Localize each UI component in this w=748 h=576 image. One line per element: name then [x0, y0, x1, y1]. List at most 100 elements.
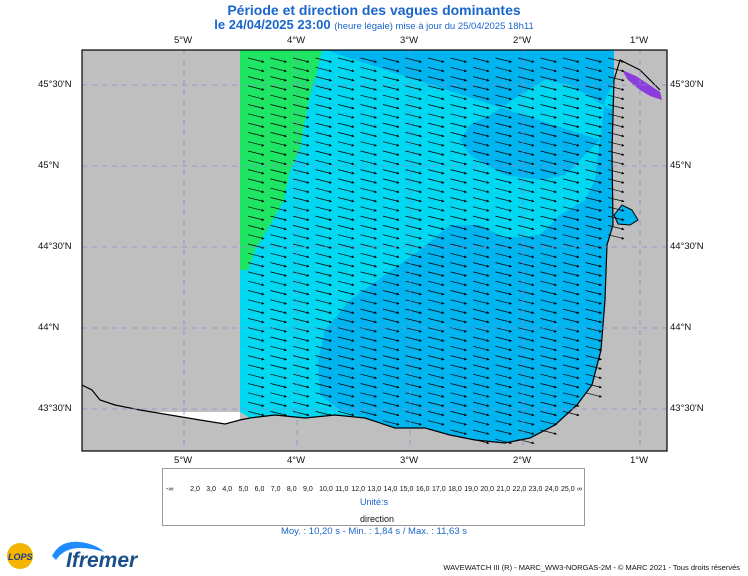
- wave-direction-arrow: [562, 159, 580, 166]
- map-title: Période et direction des vagues dominant…: [227, 2, 521, 18]
- wave-direction-arrow: [517, 252, 535, 259]
- wave-direction-arrow: [450, 178, 467, 184]
- wave-direction-arrow: [247, 66, 265, 73]
- wave-direction-arrow: [247, 280, 265, 286]
- wave-direction-arrow: [607, 122, 625, 128]
- wave-direction-arrow: [360, 364, 377, 370]
- wave-direction-arrow: [540, 318, 557, 324]
- wave-direction-arrow: [405, 225, 422, 231]
- wave-direction-arrow: [607, 85, 625, 91]
- wave-direction-arrow: [292, 66, 310, 73]
- wave-direction-arrow: [450, 290, 467, 296]
- wave-direction-arrow: [382, 318, 400, 324]
- wave-direction-arrow: [450, 336, 467, 342]
- wave-direction-arrow: [517, 280, 535, 286]
- wave-direction-arrow: [427, 94, 445, 100]
- colorbar-value: 10,0: [319, 486, 333, 493]
- wave-direction-arrow: [382, 132, 400, 138]
- wave-direction-arrow: [405, 411, 422, 417]
- wave-direction-arrow: [292, 364, 310, 370]
- wave-direction-arrow: [270, 159, 287, 166]
- colorbar-value: 17,0: [432, 486, 446, 493]
- wave-direction-arrow: [270, 113, 287, 119]
- wave-direction-arrow: [450, 318, 467, 324]
- wave-direction-arrow: [540, 122, 557, 128]
- wave-direction-arrow: [495, 178, 512, 184]
- wave-direction-arrow: [247, 197, 265, 203]
- wave-direction-arrow: [382, 252, 400, 259]
- wave-direction-arrow: [585, 308, 602, 314]
- wave-direction-arrow: [540, 355, 557, 361]
- wave-direction-arrow: [585, 66, 602, 73]
- wave-direction-arrow: [495, 187, 512, 193]
- wave-direction-arrow: [405, 215, 422, 221]
- colorbar-value: 23,0: [528, 486, 543, 493]
- wave-direction-arrow: [495, 94, 512, 100]
- colorbar-value: 4,0: [222, 486, 233, 493]
- wave-direction-arrow: [360, 132, 377, 138]
- wave-direction-arrow: [427, 197, 445, 203]
- wave-direction-arrow: [517, 113, 535, 119]
- wave-direction-arrow: [292, 308, 310, 314]
- wave-direction-arrow: [270, 141, 287, 147]
- wave-direction-arrow: [585, 345, 602, 352]
- wave-direction-arrow: [292, 187, 310, 193]
- wave-direction-arrow: [382, 392, 400, 398]
- wave-direction-arrow: [315, 243, 332, 249]
- wave-direction-arrow: [607, 187, 625, 193]
- legend-panel: [162, 468, 585, 526]
- wave-direction-arrow: [495, 197, 512, 203]
- wave-direction-arrow: [562, 104, 580, 110]
- wave-direction-arrow: [405, 104, 422, 110]
- wave-direction-arrow: [405, 299, 422, 305]
- wave-direction-arrow: [270, 178, 287, 184]
- wave-direction-arrow: [292, 150, 310, 156]
- wave-direction-arrow: [382, 104, 400, 110]
- lat-label-left: 44°30'N: [38, 241, 72, 252]
- wave-direction-arrow: [472, 299, 490, 305]
- wave-direction-arrow: [360, 141, 377, 147]
- wave-direction-arrow: [292, 318, 310, 324]
- wave-direction-arrow: [540, 187, 557, 193]
- wave-direction-arrow: [337, 252, 355, 259]
- wave-direction-arrow: [270, 76, 287, 82]
- wave-direction-arrow: [315, 336, 332, 342]
- wave-direction-arrow: [427, 113, 445, 119]
- wave-direction-arrow: [495, 383, 512, 389]
- wave-direction-arrow: [562, 411, 580, 417]
- lat-label-right: 45°30'N: [670, 79, 704, 90]
- wave-direction-arrow: [247, 225, 265, 231]
- wave-direction-arrow: [405, 66, 422, 73]
- wave-direction-arrow: [382, 234, 400, 240]
- wave-direction-arrow: [607, 206, 625, 212]
- wave-direction-arrow: [247, 243, 265, 249]
- wave-direction-arrow: [360, 336, 377, 342]
- wave-direction-arrow: [450, 411, 467, 417]
- wave-direction-arrow: [315, 290, 332, 296]
- wave-direction-arrow: [540, 345, 557, 352]
- wave-direction-arrow: [337, 122, 355, 128]
- wave-direction-arrow: [517, 271, 535, 277]
- wave-direction-arrow: [517, 94, 535, 100]
- wave-direction-arrow: [337, 234, 355, 240]
- wave-direction-arrow: [562, 122, 580, 128]
- wave-direction-arrow: [472, 364, 490, 370]
- colorbar-value: 15,0: [399, 486, 414, 493]
- wave-direction-arrow: [607, 234, 625, 240]
- lon-label-bottom: 2°W: [513, 455, 532, 466]
- wave-direction-arrow: [517, 345, 535, 352]
- update-note: (heure légale) mise à jour du 25/04/2025…: [334, 21, 534, 32]
- wave-direction-arrow: [247, 355, 265, 361]
- wave-direction-arrow: [450, 57, 467, 63]
- wave-direction-arrow: [405, 252, 422, 259]
- wave-direction-arrow: [405, 94, 422, 100]
- wave-direction-arrow: [450, 122, 467, 128]
- wave-direction-arrow: [405, 150, 422, 156]
- wave-direction-arrow: [562, 215, 580, 221]
- wave-direction-arrow: [382, 159, 400, 166]
- wave-direction-arrow: [337, 280, 355, 286]
- coastline: [81, 59, 661, 444]
- wave-direction-arrow: [292, 383, 310, 389]
- wave-direction-arrow: [360, 178, 377, 184]
- wave-direction-arrow: [315, 169, 332, 175]
